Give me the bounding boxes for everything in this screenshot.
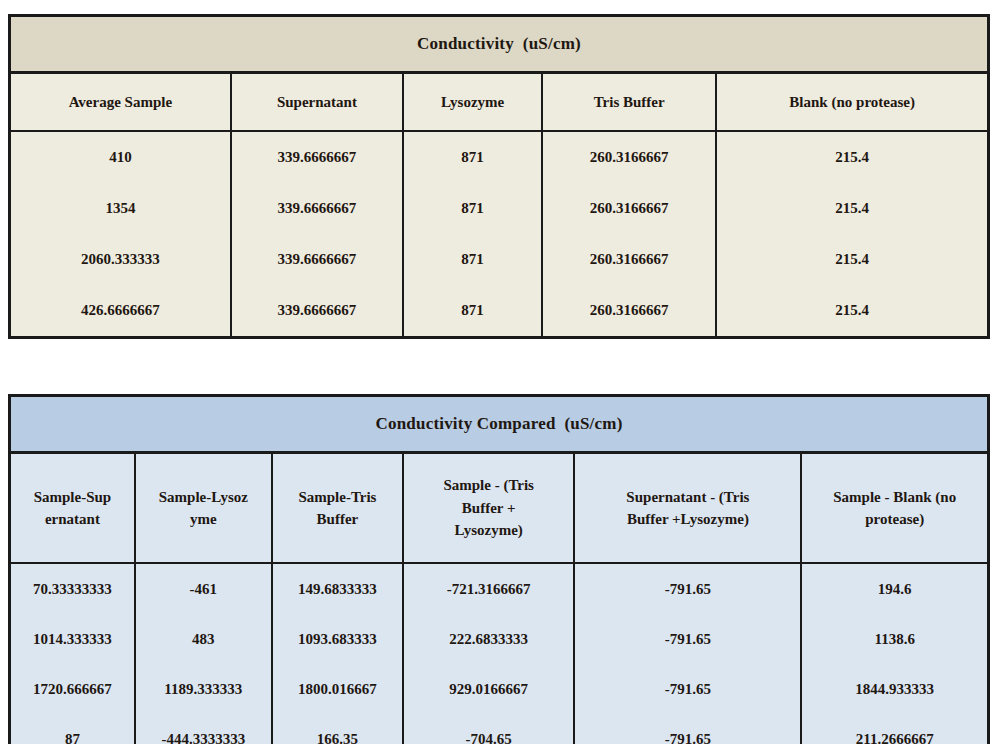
column-header: Sample-Tris Buffer — [272, 453, 403, 564]
data-cell: 871 — [403, 234, 542, 285]
data-cell: 1189.333333 — [135, 664, 272, 714]
data-cell: 1720.666667 — [10, 664, 135, 714]
data-cell: 166.35 — [272, 714, 403, 744]
data-cell: 149.6833333 — [272, 563, 403, 614]
conductivity-compared-table-title: Conductivity Compared (uS/cm) — [10, 396, 989, 453]
column-header: Average Sample — [10, 73, 231, 132]
data-cell: 426.6666667 — [10, 285, 231, 338]
table-row: 1720.6666671189.3333331800.016667929.016… — [10, 664, 989, 714]
table-row: 1014.3333334831093.683333222.6833333-791… — [10, 614, 989, 664]
table-row: 410339.6666667871260.3166667215.4 — [10, 131, 989, 183]
data-cell: 215.4 — [716, 131, 988, 183]
data-cell: 871 — [403, 131, 542, 183]
title-row: Conductivity Compared (uS/cm) — [10, 396, 989, 453]
data-cell: 2060.333333 — [10, 234, 231, 285]
data-cell: 871 — [403, 285, 542, 338]
data-cell: -444.3333333 — [135, 714, 272, 744]
data-cell: 1844.933333 — [801, 664, 988, 714]
data-cell: 483 — [135, 614, 272, 664]
table-row: 1354339.6666667871260.3166667215.4 — [10, 183, 989, 234]
data-cell: 194.6 — [801, 563, 988, 614]
header-row: Average SampleSupernatantLysozymeTris Bu… — [10, 73, 989, 132]
title-row: Conductivity (uS/cm) — [10, 16, 989, 73]
column-header: Tris Buffer — [542, 73, 716, 132]
data-cell: -704.65 — [403, 714, 574, 744]
data-cell: 215.4 — [716, 183, 988, 234]
data-cell: 410 — [10, 131, 231, 183]
data-cell: 871 — [403, 183, 542, 234]
data-cell: 222.6833333 — [403, 614, 574, 664]
column-header: Sample-Lysoz yme — [135, 453, 272, 564]
column-header: Sample - Blank (no protease) — [801, 453, 988, 564]
conductivity-table: Conductivity (uS/cm) Average SampleSuper… — [8, 14, 990, 339]
data-cell: -721.3166667 — [403, 563, 574, 614]
data-cell: -791.65 — [574, 664, 801, 714]
column-header: Supernatant - (Tris Buffer +Lysozyme) — [574, 453, 801, 564]
data-cell: 211.2666667 — [801, 714, 988, 744]
data-cell: -791.65 — [574, 714, 801, 744]
data-cell: 1800.016667 — [272, 664, 403, 714]
data-cell: 87 — [10, 714, 135, 744]
table-row: 2060.333333339.6666667871260.3166667215.… — [10, 234, 989, 285]
data-cell: 260.3166667 — [542, 131, 716, 183]
data-cell: 215.4 — [716, 234, 988, 285]
data-cell: 70.33333333 — [10, 563, 135, 614]
page: Conductivity (uS/cm) Average SampleSuper… — [0, 14, 998, 744]
data-cell: 339.6666667 — [231, 234, 403, 285]
column-header: Sample - (Tris Buffer + Lysozyme) — [403, 453, 574, 564]
data-cell: -791.65 — [574, 563, 801, 614]
data-cell: 260.3166667 — [542, 285, 716, 338]
data-cell: 339.6666667 — [231, 285, 403, 338]
data-cell: 1354 — [10, 183, 231, 234]
data-cell: 215.4 — [716, 285, 988, 338]
data-cell: 1093.683333 — [272, 614, 403, 664]
column-header: Lysozyme — [403, 73, 542, 132]
data-cell: 1014.333333 — [10, 614, 135, 664]
table-row: 87-444.3333333166.35-704.65-791.65211.26… — [10, 714, 989, 744]
data-cell: 339.6666667 — [231, 131, 403, 183]
conductivity-table-title: Conductivity (uS/cm) — [10, 16, 989, 73]
data-cell: -791.65 — [574, 614, 801, 664]
conductivity-table-body: 410339.6666667871260.3166667215.41354339… — [10, 131, 989, 338]
table-row: 426.6666667339.6666667871260.3166667215.… — [10, 285, 989, 338]
header-row: Sample-Sup ernatantSample-Lysoz ymeSampl… — [10, 453, 989, 564]
column-header: Sample-Sup ernatant — [10, 453, 135, 564]
data-cell: 929.0166667 — [403, 664, 574, 714]
data-cell: 339.6666667 — [231, 183, 403, 234]
conductivity-compared-table: Conductivity Compared (uS/cm) Sample-Sup… — [8, 394, 990, 744]
data-cell: -461 — [135, 563, 272, 614]
data-cell: 260.3166667 — [542, 234, 716, 285]
table-row: 70.33333333-461149.6833333-721.3166667-7… — [10, 563, 989, 614]
column-header: Supernatant — [231, 73, 403, 132]
column-header: Blank (no protease) — [716, 73, 988, 132]
data-cell: 1138.6 — [801, 614, 988, 664]
data-cell: 260.3166667 — [542, 183, 716, 234]
conductivity-compared-table-body: 70.33333333-461149.6833333-721.3166667-7… — [10, 563, 989, 744]
